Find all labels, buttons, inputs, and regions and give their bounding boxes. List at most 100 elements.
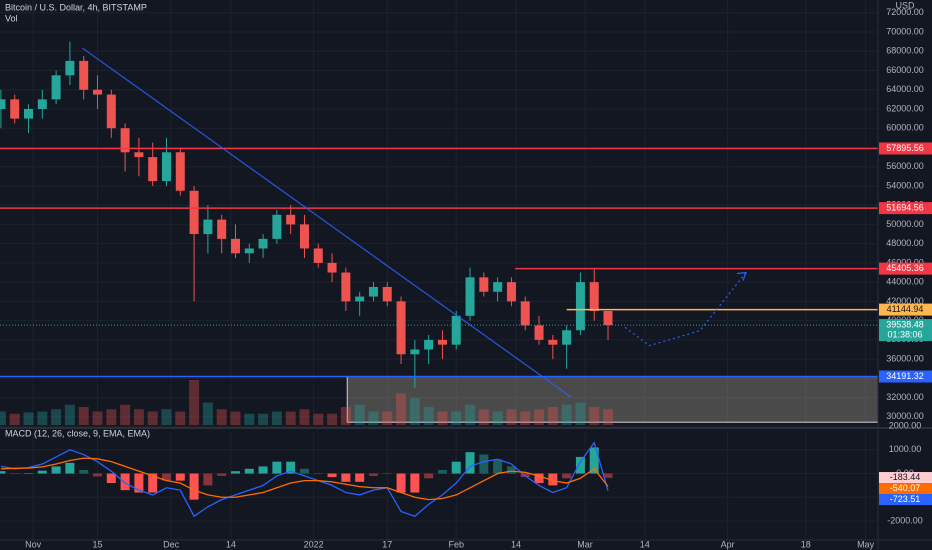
level-label-bg	[879, 303, 932, 316]
histogram-bar	[396, 473, 406, 493]
price-axis-panel	[878, 0, 932, 550]
candle-body	[493, 282, 503, 292]
macd-value-label: -183.44	[890, 472, 921, 482]
candle-body	[161, 152, 171, 182]
volume-bar	[92, 411, 103, 425]
candle-body	[286, 214, 296, 225]
y-tick-label: -2000.00	[887, 515, 923, 525]
x-tick-label: 17	[382, 539, 392, 549]
volume-bar	[368, 411, 379, 425]
volume-bar	[23, 412, 34, 425]
histogram-bar	[424, 473, 434, 479]
volume-bar	[271, 411, 282, 425]
macd-title: MACD (12, 26, close, 9, EMA, EMA)	[5, 428, 150, 438]
x-tick-label: Nov	[25, 539, 42, 549]
volume-bar	[506, 409, 517, 425]
volume-bar	[534, 409, 545, 425]
candle-body	[217, 219, 227, 239]
volume-bar	[465, 404, 476, 425]
macd-value-bg	[879, 483, 932, 495]
candle-body	[230, 238, 240, 254]
level-label-bg	[879, 370, 932, 383]
volume-bar	[189, 380, 200, 425]
x-tick-label: Apr	[721, 539, 735, 549]
volume-bar	[451, 411, 462, 425]
histogram-bar	[286, 461, 296, 474]
candle-body	[134, 152, 144, 158]
candle-body	[603, 311, 613, 326]
last-price-label: 39538.48	[886, 319, 924, 329]
candle-body	[313, 248, 323, 263]
volume-bar	[258, 413, 269, 425]
candle-body	[244, 248, 254, 254]
histogram-bar	[506, 466, 516, 474]
volume-bar	[285, 411, 296, 425]
candle-body	[520, 301, 530, 326]
volume-bar	[175, 411, 186, 425]
histogram-bar	[230, 471, 240, 474]
volume-bar	[9, 413, 20, 425]
histogram-bar	[0, 471, 6, 474]
histogram-bar	[313, 473, 323, 475]
histogram-bar	[299, 468, 309, 474]
volume-bar	[437, 411, 448, 425]
volume-bar	[382, 411, 393, 425]
candle-body	[396, 301, 406, 355]
candle-body	[189, 190, 199, 235]
candle-body	[203, 219, 213, 235]
candle-body	[148, 157, 158, 182]
level-label-bg	[879, 262, 932, 275]
histogram-bar	[341, 473, 351, 482]
histogram-bar	[203, 473, 213, 486]
histogram-bar	[79, 469, 89, 474]
volume-title: Vol	[5, 13, 18, 23]
volume-bar	[478, 409, 489, 425]
histogram-bar	[134, 473, 144, 493]
level-label-bg	[879, 142, 932, 155]
candle-body	[410, 349, 420, 355]
candle-body	[10, 99, 20, 119]
x-tick-label: Dec	[163, 539, 180, 549]
y-tick-label: 36000.00	[886, 353, 924, 363]
candle-body	[258, 238, 268, 249]
volume-bar	[396, 393, 407, 425]
y-tick-label: 64000.00	[886, 84, 924, 94]
y-tick-label: 60000.00	[886, 123, 924, 133]
histogram-bar	[148, 473, 158, 493]
level-label: 57895.56	[886, 143, 924, 153]
candle-body	[506, 282, 516, 302]
y-tick-label: 54000.00	[886, 180, 924, 190]
candle-body	[272, 214, 282, 239]
y-tick-label: 72000.00	[886, 7, 924, 17]
level-label: 51694.56	[886, 203, 924, 213]
x-tick-label: Mar	[577, 539, 593, 549]
candle-body	[37, 99, 47, 109]
volume-bar	[561, 404, 572, 425]
y-tick-label: 48000.00	[886, 238, 924, 248]
candle-body	[355, 296, 365, 302]
histogram-bar	[355, 473, 365, 482]
candle-body	[534, 325, 544, 340]
volume-bar	[120, 404, 131, 425]
x-tick-label: 14	[226, 539, 236, 549]
candle-body	[382, 286, 392, 302]
y-tick-label: 42000.00	[886, 296, 924, 306]
histogram-bar	[327, 473, 337, 478]
x-tick-label: 18	[801, 539, 811, 549]
last-price-bg	[879, 319, 932, 342]
volume-bar	[0, 411, 6, 425]
volume-bar	[354, 404, 365, 425]
volume-bar	[313, 413, 324, 425]
y-tick-label: 66000.00	[886, 65, 924, 75]
histogram-bar	[534, 473, 544, 484]
histogram-bar	[65, 462, 75, 474]
histogram-bar	[10, 473, 20, 475]
macd-value-label: -540.07	[890, 483, 921, 493]
level-label: 45405.36	[886, 263, 924, 273]
candle-body	[51, 75, 61, 100]
volume-bar	[230, 411, 241, 425]
countdown-label: 01:38:06	[887, 329, 922, 339]
histogram-bar	[258, 466, 268, 474]
x-tick-label: 2022	[304, 539, 324, 549]
